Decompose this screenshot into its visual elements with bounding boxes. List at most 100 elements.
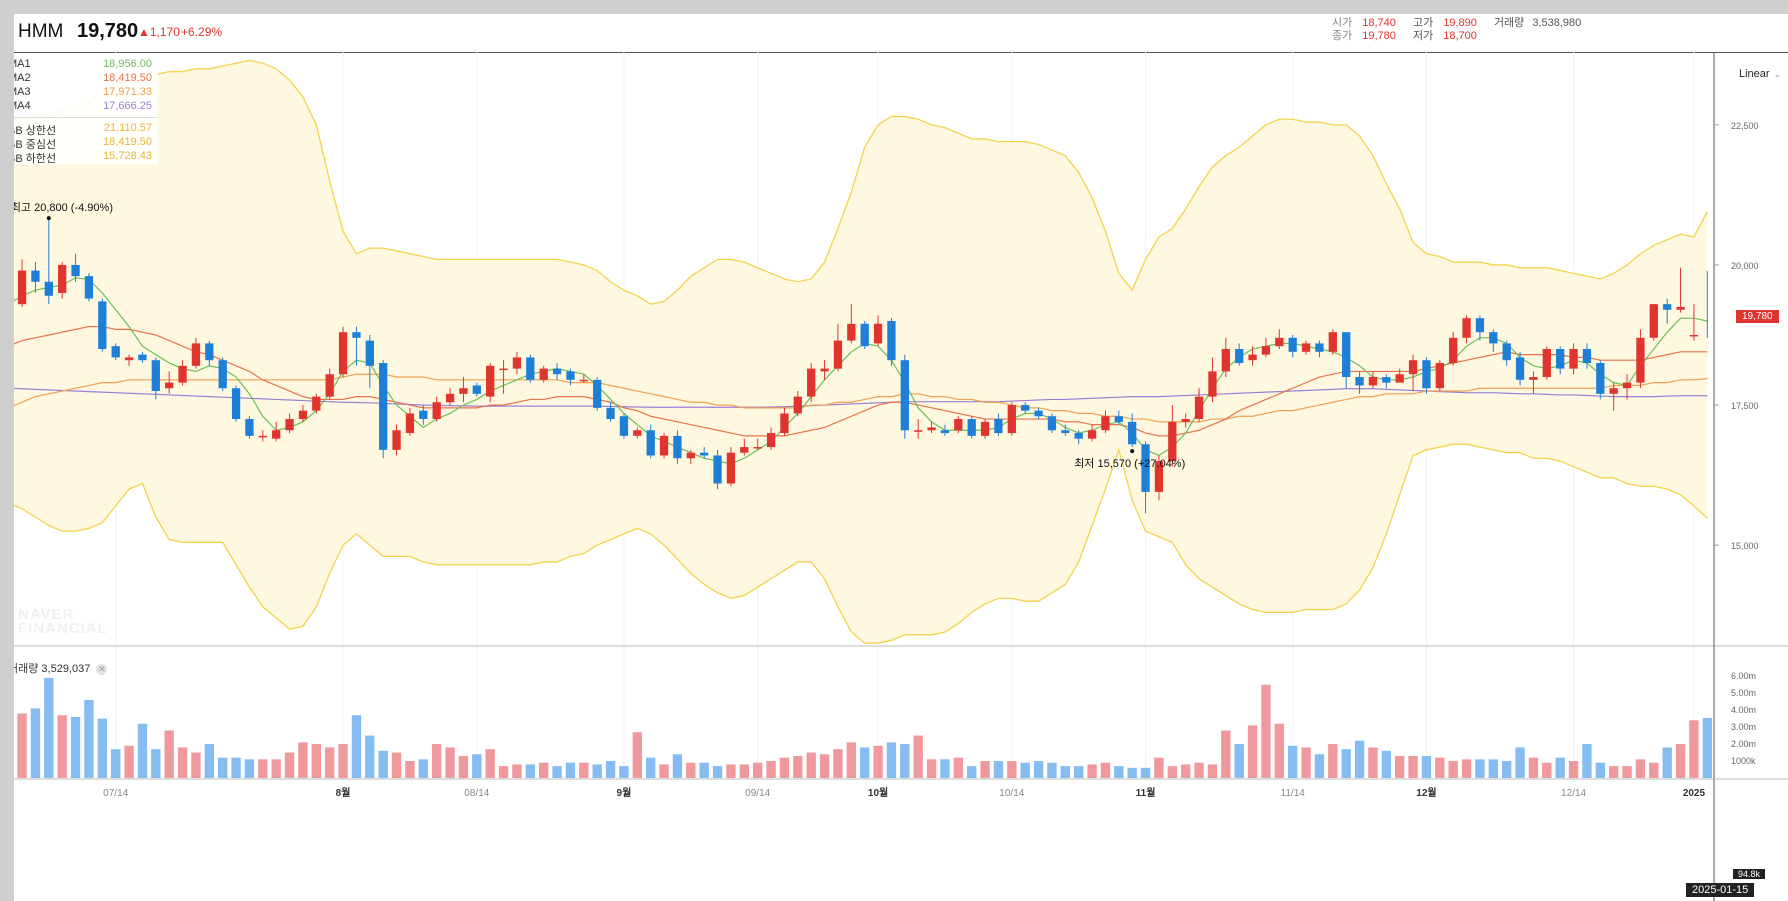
volume-bar: [1475, 759, 1485, 778]
candle: [1087, 424, 1097, 442]
candle-body: [1101, 416, 1110, 431]
candle-body: [1489, 332, 1498, 344]
volume-bar: [552, 766, 562, 778]
chevron-down-icon: ⌄: [1773, 69, 1782, 79]
candle-body: [258, 435, 267, 438]
candle-body: [633, 430, 642, 436]
candle: [900, 354, 909, 439]
candle-body: [940, 430, 950, 434]
candle-body: [352, 332, 361, 338]
volume-bar: [498, 766, 509, 778]
candle-body: [1462, 318, 1471, 338]
volume-bar: [137, 723, 148, 778]
high-marker-dot: [46, 216, 51, 221]
candle: [887, 318, 896, 366]
volume-bar: [753, 762, 763, 778]
candle-body: [954, 419, 963, 431]
ma-name: MA4: [14, 100, 31, 112]
volume-bar: [913, 735, 923, 778]
candle: [700, 447, 709, 459]
volume-bar: [1354, 740, 1365, 778]
candle: [980, 419, 990, 439]
candle-body: [1529, 377, 1538, 380]
volume-bar: [204, 744, 214, 778]
candle: [1636, 329, 1645, 389]
candle-body: [71, 264, 80, 277]
candle: [285, 413, 294, 434]
candle-body: [1235, 349, 1244, 364]
candle: [1194, 388, 1204, 422]
volume-tick-label: 1000k: [1731, 756, 1756, 766]
volume-bar: [539, 762, 549, 778]
watermark: NAVER FINANCIAL: [18, 607, 108, 636]
candle-body: [1021, 405, 1030, 411]
candle-body: [44, 281, 53, 296]
candle-body: [1542, 349, 1551, 378]
volume-bar: [97, 718, 107, 778]
candle: [486, 363, 495, 403]
candle-body: [472, 385, 481, 394]
candle: [1021, 402, 1030, 414]
candle: [98, 298, 107, 352]
candle-body: [1355, 377, 1364, 386]
candle: [1141, 441, 1150, 514]
volume-bar: [846, 742, 856, 778]
candle-body: [1074, 433, 1083, 439]
candle-body: [873, 323, 883, 344]
candle: [459, 377, 468, 403]
current-price: 19,780: [77, 20, 139, 42]
x-tick-label: 10월: [868, 787, 888, 799]
volume-bar: [1274, 723, 1284, 778]
volume-bar: [926, 759, 937, 778]
candle-body: [178, 365, 187, 383]
candle: [191, 337, 201, 369]
candle: [312, 393, 321, 414]
candle: [1596, 360, 1605, 400]
bb-name: BB 중심선: [14, 139, 57, 151]
volume-bar: [886, 742, 897, 778]
bb-value: 21,110.57: [103, 122, 152, 134]
volume-bar: [579, 762, 589, 778]
volume-bar: [338, 744, 348, 778]
candle: [1221, 337, 1230, 378]
candle: [151, 357, 160, 400]
candle: [1689, 304, 1699, 341]
candle: [579, 374, 588, 383]
volume-tick-label: 5.00m: [1731, 688, 1756, 698]
volume-bar: [1595, 762, 1605, 778]
volume-tick-label: 3.00m: [1731, 722, 1756, 732]
ma-value: 17,971.33: [103, 86, 152, 98]
candle-body: [860, 323, 869, 347]
scale-type-dropdown[interactable]: Linear ⌄: [1739, 68, 1781, 80]
candle-body: [1141, 444, 1150, 492]
candle-body: [245, 419, 254, 436]
volume-bar: [111, 749, 121, 778]
candle-body: [1315, 343, 1324, 352]
candle-body: [700, 452, 709, 456]
candle-body: [967, 419, 976, 436]
candle: [1569, 343, 1578, 375]
candle-body: [405, 413, 415, 434]
candle-body: [205, 343, 214, 361]
close-icon[interactable]: ✕: [96, 664, 108, 675]
volume-bar: [1087, 764, 1097, 778]
volume-bar: [1234, 744, 1244, 778]
volume-bar: [619, 766, 629, 778]
price-chart[interactable]: 최고 20,800 (-4.90%) 최저 15,570 (+27.04%) 15,…: [14, 14, 1788, 901]
x-tick-label: 11/14: [1281, 788, 1306, 799]
chart-frame: HMM 19,780 ▲1,170 +6.29% 시가 18,740 고가 19,8…: [14, 14, 1788, 901]
candle: [1154, 455, 1164, 501]
candle-body: [847, 323, 856, 341]
candle-body: [927, 427, 936, 431]
candle: [1047, 413, 1057, 434]
volume-bar: [1542, 762, 1552, 778]
candle-body: [1154, 461, 1164, 492]
candle-body: [526, 357, 535, 380]
candle: [1475, 315, 1485, 341]
ma-value: 18,419.50: [103, 72, 152, 84]
volume-bar: [940, 759, 950, 778]
volume-bar: [418, 759, 428, 778]
volume-bar: [1194, 762, 1204, 778]
candle: [1328, 329, 1337, 355]
volume-bar: [231, 757, 241, 778]
